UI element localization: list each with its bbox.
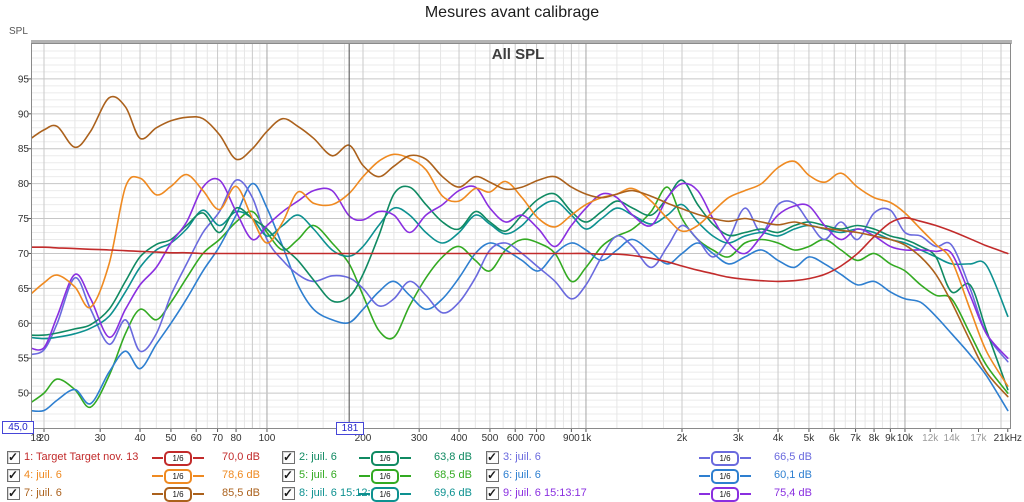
smoothing-badge[interactable]: 1/6 [359,487,411,502]
curve-7 [32,95,1009,398]
trace-level: 78,6 dB [222,469,260,481]
trace-label: 6: juil. 6 [503,469,541,481]
checkbox[interactable] [7,468,20,482]
checkbox[interactable] [282,486,295,500]
svg-text:1k: 1k [581,433,593,444]
smoothing-badge[interactable]: 1/6 [359,469,411,484]
y-axis-caption: SPL [9,26,28,37]
checkbox[interactable] [486,450,499,464]
chart-top-band [31,40,1012,44]
plot-border [31,43,1011,429]
svg-text:8k: 8k [869,433,881,444]
svg-text:70: 70 [18,249,30,260]
svg-text:18: 18 [30,433,42,444]
svg-text:900: 900 [563,433,580,444]
svg-text:100: 100 [259,433,276,444]
svg-text:65: 65 [18,284,30,295]
trace-label: 7: juil. 6 [24,487,62,499]
svg-text:400: 400 [451,433,468,444]
svg-text:7k: 7k [850,433,862,444]
curve-3 [32,178,1009,363]
trace-level: 63,8 dB [434,451,472,463]
checkbox[interactable] [7,486,20,500]
trace-label: 2: juil. 6 [299,451,337,463]
svg-text:300: 300 [411,433,428,444]
curve-1 [32,216,1009,283]
svg-text:20: 20 [38,433,50,444]
trace-level: 66,5 dB [774,451,812,463]
trace-label: 4: juil. 6 [24,469,62,481]
smoothing-badge[interactable]: 1/6 [152,469,204,484]
grid [32,44,1010,428]
svg-text:85: 85 [18,144,30,155]
svg-text:75: 75 [18,214,30,225]
checkbox[interactable] [486,486,499,500]
trace-label: 5: juil. 6 [299,469,337,481]
svg-text:30: 30 [95,433,107,444]
svg-text:60: 60 [191,433,203,444]
svg-text:60: 60 [18,319,30,330]
svg-text:200: 200 [355,433,372,444]
curve-9 [32,177,1009,359]
checkbox[interactable] [282,450,295,464]
svg-text:90: 90 [18,109,30,120]
svg-text:3k: 3k [733,433,745,444]
page-title: Mesures avant calibrage [424,4,600,21]
trace-label: 8: juil. 6 15:12:31 [299,487,383,499]
trace-label: 3: juil. 6 [503,451,541,463]
svg-text:2k: 2k [677,433,689,444]
svg-text:10k: 10k [897,433,914,444]
trace-level: 70,0 dB [222,451,260,463]
checkbox[interactable] [282,468,295,482]
svg-text:4k: 4k [773,433,785,444]
smoothing-badge[interactable]: 1/6 [359,451,411,466]
svg-text:6k: 6k [829,433,841,444]
curve-4 [32,153,1009,387]
svg-text:80: 80 [18,179,30,190]
trace-label: 9: juil. 6 15:13:17 [503,487,587,499]
curve-5 [32,186,1009,409]
plot-title: All SPL [492,46,545,63]
trace-level: 68,5 dB [434,469,472,481]
svg-text:600: 600 [507,433,524,444]
smoothing-badge[interactable]: 1/6 [699,487,751,502]
svg-text:5k: 5k [804,433,816,444]
smoothing-badge[interactable]: 1/6 [152,451,204,466]
trace-label: 1: Target Target nov. 13 [24,451,139,463]
trace-level: 85,5 dB [222,487,260,499]
svg-text:14k: 14k [944,433,961,444]
svg-text:80: 80 [230,433,242,444]
svg-text:9k: 9k [885,433,897,444]
smoothing-badge[interactable]: 1/6 [152,487,204,502]
svg-text:21kHz: 21kHz [994,433,1022,444]
checkbox[interactable] [7,450,20,464]
trace-level: 75,4 dB [774,487,812,499]
trace-level: 60,1 dB [774,469,812,481]
curve-2 [32,179,1009,391]
svg-text:17k: 17k [970,433,987,444]
smoothing-badge[interactable]: 1/6 [699,469,751,484]
svg-text:55: 55 [18,354,30,365]
svg-text:12k: 12k [922,433,939,444]
curve-8 [32,200,1009,340]
smoothing-badge[interactable]: 1/6 [699,451,751,466]
checkbox[interactable] [486,468,499,482]
curve-6 [32,182,1009,413]
y-axis-labels[interactable]: 95 90 85 80 75 70 65 60 55 50 [18,74,31,400]
svg-text:70: 70 [212,433,224,444]
svg-text:50: 50 [165,433,177,444]
trace-level: 69,6 dB [434,487,472,499]
svg-text:50: 50 [18,389,30,400]
svg-text:500: 500 [482,433,499,444]
svg-text:95: 95 [18,74,30,85]
axis-min-readout: 45,0 [2,421,34,434]
cursor-frequency-readout: 181 [336,422,364,435]
svg-text:40: 40 [134,433,146,444]
curves [32,95,1009,413]
svg-text:700: 700 [528,433,545,444]
